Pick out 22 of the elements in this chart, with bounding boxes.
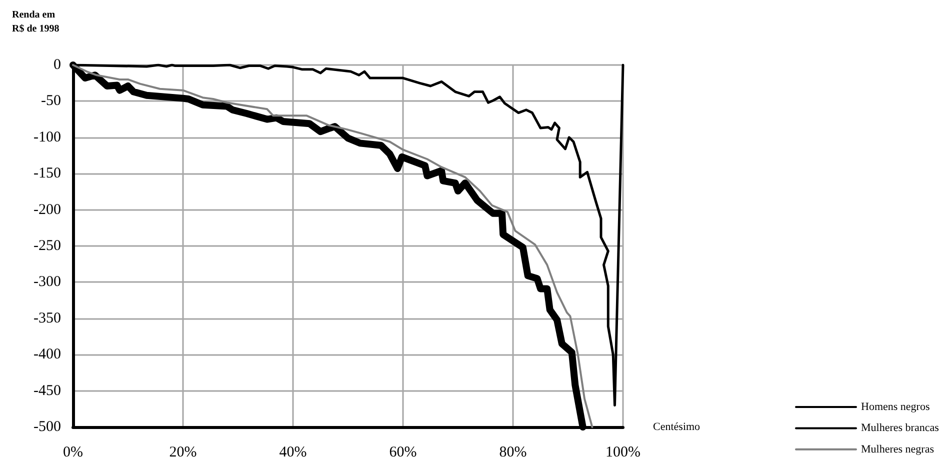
- x-axis-title: Centésimo: [653, 421, 701, 433]
- y-tick-label: -100: [34, 129, 61, 146]
- x-tick-label: 100%: [606, 444, 640, 460]
- y-axis-title: Renda em R$ de 1998: [12, 10, 60, 34]
- y-tick-label: 0: [54, 57, 61, 73]
- x-tick-label: 80%: [499, 444, 527, 460]
- text: Mulheres negras: [861, 443, 934, 456]
- x-tick-label: 60%: [389, 444, 417, 460]
- y-tick-label: -200: [34, 202, 61, 218]
- x-tick-label: 0%: [63, 444, 83, 460]
- y-tick-label: -350: [34, 310, 61, 326]
- x-tick-label: 20%: [169, 444, 197, 460]
- y-tick-label: -300: [34, 274, 61, 290]
- y-tick-label: -450: [34, 382, 61, 399]
- text: Mulheres brancas: [861, 422, 939, 434]
- y-tick-label: -400: [34, 346, 61, 363]
- y-tick-label: -50: [41, 93, 61, 110]
- y-tick-label: -500: [34, 419, 61, 435]
- y-tick-label: -150: [34, 166, 61, 182]
- x-tick-label: 40%: [279, 444, 307, 460]
- y-tick-label: -250: [34, 238, 61, 254]
- text: Homens negros: [861, 401, 930, 413]
